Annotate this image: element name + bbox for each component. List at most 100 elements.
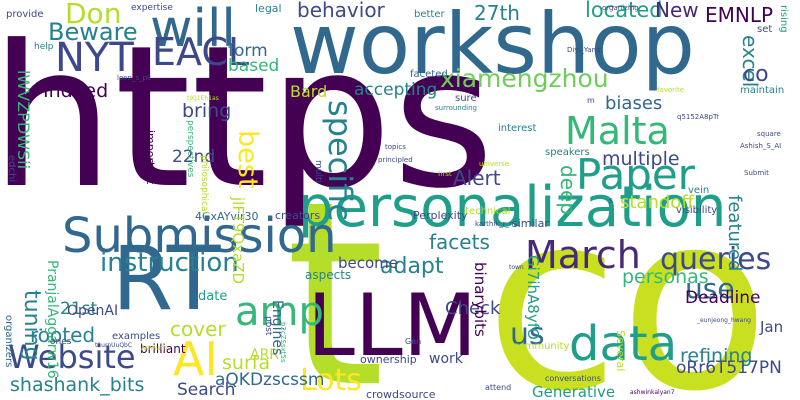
cloud-word: Submit <box>744 169 769 177</box>
cloud-word: data <box>569 316 678 372</box>
cloud-word: Bard <box>290 82 328 101</box>
cloud-word: important <box>144 130 157 185</box>
cloud-word: standoff <box>620 192 694 213</box>
cloud-word: ownership <box>360 353 417 366</box>
cloud-word: community <box>513 341 570 352</box>
cloud-word: first <box>438 170 452 178</box>
cloud-word: will <box>150 0 236 59</box>
cloud-word: Lots <box>300 363 362 398</box>
cloud-word: speakers <box>545 147 590 158</box>
cloud-word: AI <box>173 332 219 386</box>
cloud-word: workshop <box>290 0 695 93</box>
cloud-word: rising <box>778 5 789 33</box>
cloud-word: lWVZPDWSii <box>14 70 33 170</box>
cloud-word: Search <box>177 380 236 400</box>
cloud-word: 4GxAYvir30 <box>195 210 259 223</box>
cloud-word: https <box>0 4 495 232</box>
cloud-word: better <box>414 9 445 20</box>
cloud-word: bring <box>182 100 232 122</box>
cloud-word: attend <box>485 383 512 392</box>
cloud-word: s <box>609 196 614 205</box>
cloud-word: legal <box>255 2 282 15</box>
cloud-word: favorite <box>657 86 685 94</box>
cloud-word: philosophical <box>199 155 209 215</box>
cloud-word: shashank_bits <box>10 374 145 396</box>
cloud-word: Several <box>614 330 627 372</box>
cloud-word: 22nd <box>172 147 216 167</box>
cloud-word: OpenAI <box>67 303 119 319</box>
cloud-word: NYT <box>55 35 134 81</box>
cloud-word: xiamengzhou <box>440 64 609 93</box>
cloud-word: surrounding <box>435 104 477 112</box>
cloud-word: tjKJ1Eh1as <box>187 95 219 102</box>
cloud-word: instruction <box>100 248 239 278</box>
cloud-word: LLM <box>307 276 478 376</box>
cloud-word: deep <box>556 165 580 215</box>
cloud-word: Indeed <box>43 80 109 102</box>
cloud-word: expertise <box>131 3 173 13</box>
cloud-word: provide <box>6 9 44 20</box>
cloud-word: co <box>743 62 769 87</box>
cloud-word: refining <box>680 345 753 367</box>
cloud-word: Check <box>445 298 501 319</box>
cloud-word: aspects <box>305 268 352 282</box>
cloud-word: personas <box>622 266 709 288</box>
cloud-word: conversations <box>545 374 601 383</box>
cloud-word: creators <box>275 209 321 222</box>
cloud-word: similar <box>512 217 549 230</box>
cloud-word: ARR <box>250 347 280 363</box>
cloud-word: aQKDzscssm <box>215 370 325 390</box>
cloud-word: Beware <box>48 18 138 46</box>
cloud-word: Submission <box>62 208 337 264</box>
cloud-word: facets <box>429 230 490 254</box>
cloud-word: Paper <box>576 150 695 199</box>
cloud-word: 21st <box>60 299 98 319</box>
cloud-word: Ashish_S_AI <box>740 142 782 150</box>
cloud-word: b2cZSsxt5s <box>279 322 287 363</box>
cloud-word: multi <box>313 160 323 184</box>
cloud-word: jlFT9QxaZD <box>229 197 247 285</box>
cloud-word: _eunjeong_hwang <box>697 317 751 324</box>
cloud-word: square <box>757 130 781 138</box>
cloud-word: date <box>198 289 228 304</box>
cloud-word: m <box>587 96 595 105</box>
cloud-word: personalization <box>298 175 727 240</box>
cloud-word: organizers <box>3 315 14 368</box>
cloud-word: form <box>228 41 268 61</box>
cloud-word: oRr6T517PN <box>676 358 782 378</box>
cloud-word: amp <box>235 289 324 335</box>
cloud-word: Perplexity <box>413 209 468 222</box>
cloud-word: EMNLP <box>705 3 774 27</box>
cloud-word: behavior <box>297 0 385 22</box>
cloud-word: town <box>509 264 524 271</box>
cloud-word: principled <box>378 156 413 164</box>
cloud-word: Don <box>65 0 122 30</box>
cloud-word: use <box>685 272 735 305</box>
cloud-word: crowdsource <box>366 388 436 400</box>
cloud-word: q5152A8pTr <box>677 113 720 121</box>
cloud-word: topics <box>385 143 406 151</box>
cloud-word: RT <box>112 227 221 330</box>
cloud-word: work <box>429 351 463 367</box>
cloud-word: us <box>510 317 545 352</box>
cloud-word: queries <box>660 242 772 277</box>
cloud-word: Gen <box>405 337 422 346</box>
cloud-word: loon_s_pk <box>117 74 152 82</box>
cloud-word: specific <box>321 100 359 221</box>
cloud-word: maintain <box>740 85 785 96</box>
cloud-word: organizing <box>602 4 639 12</box>
cloud-word: help <box>34 42 54 52</box>
cloud-word: visibility <box>676 205 718 216</box>
cloud-word: PranjalAggarw16 <box>44 260 60 379</box>
cloud-word: universe <box>479 160 510 168</box>
cloud-word: edchi <box>6 155 17 183</box>
cloud-word: surfa <box>222 352 271 374</box>
cloud-word: Malta <box>565 109 670 153</box>
cloud-word: New <box>655 0 699 22</box>
cloud-word: featured <box>724 195 745 272</box>
cloud-word: biases <box>605 93 663 114</box>
cloud-word: become <box>338 254 399 272</box>
cloud-word: ashwinkalyan7 <box>630 389 675 396</box>
cloud-word: interest <box>498 123 537 134</box>
